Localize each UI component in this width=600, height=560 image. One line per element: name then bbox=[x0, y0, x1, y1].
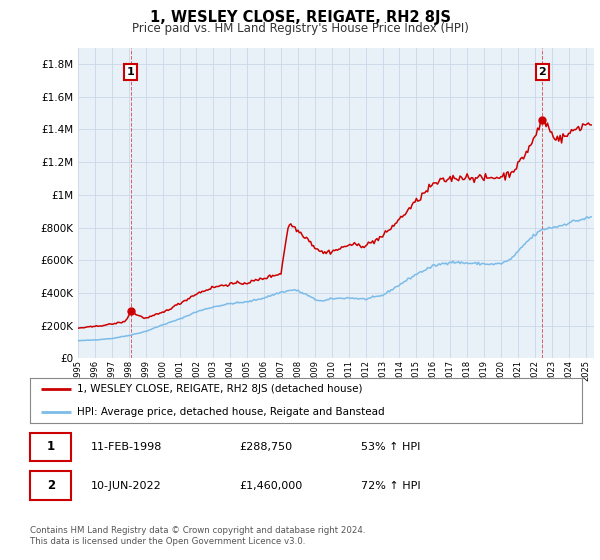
Text: 10-JUN-2022: 10-JUN-2022 bbox=[91, 480, 161, 491]
Text: £1,460,000: £1,460,000 bbox=[240, 480, 303, 491]
Text: 1, WESLEY CLOSE, REIGATE, RH2 8JS (detached house): 1, WESLEY CLOSE, REIGATE, RH2 8JS (detac… bbox=[77, 384, 362, 394]
Text: Contains HM Land Registry data © Crown copyright and database right 2024.
This d: Contains HM Land Registry data © Crown c… bbox=[30, 526, 365, 546]
Text: 1, WESLEY CLOSE, REIGATE, RH2 8JS: 1, WESLEY CLOSE, REIGATE, RH2 8JS bbox=[149, 10, 451, 25]
Text: 53% ↑ HPI: 53% ↑ HPI bbox=[361, 442, 421, 451]
Text: HPI: Average price, detached house, Reigate and Banstead: HPI: Average price, detached house, Reig… bbox=[77, 407, 385, 417]
Text: 72% ↑ HPI: 72% ↑ HPI bbox=[361, 480, 421, 491]
Text: 2: 2 bbox=[47, 479, 55, 492]
FancyBboxPatch shape bbox=[30, 432, 71, 461]
Text: Price paid vs. HM Land Registry's House Price Index (HPI): Price paid vs. HM Land Registry's House … bbox=[131, 22, 469, 35]
Text: £288,750: £288,750 bbox=[240, 442, 293, 451]
Text: 11-FEB-1998: 11-FEB-1998 bbox=[91, 442, 162, 451]
FancyBboxPatch shape bbox=[30, 472, 71, 500]
Text: 1: 1 bbox=[47, 440, 55, 453]
Text: 2: 2 bbox=[538, 67, 546, 77]
Text: 1: 1 bbox=[127, 67, 134, 77]
